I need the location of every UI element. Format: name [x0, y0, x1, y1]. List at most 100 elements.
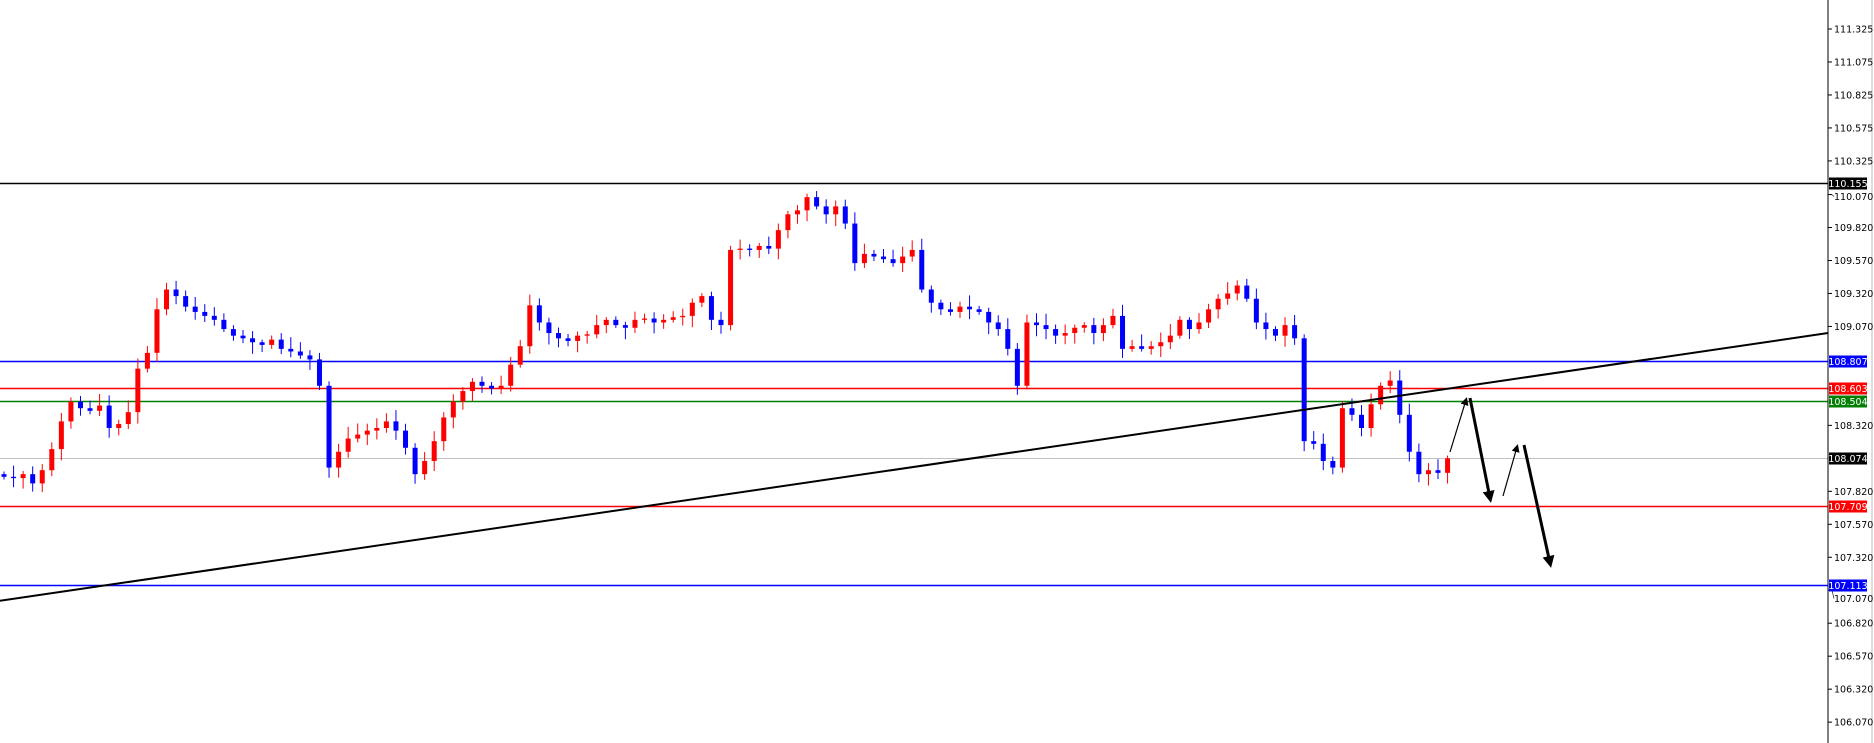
candle — [584, 330, 590, 344]
candle-body — [546, 322, 552, 334]
candle-body — [355, 434, 361, 439]
candle-body — [489, 385, 495, 389]
candle — [546, 317, 552, 345]
price-tag-108.807: 108.807 — [1828, 357, 1867, 368]
candle-body — [441, 417, 447, 442]
candle — [555, 327, 561, 348]
candle-body — [1416, 451, 1422, 475]
candle-body — [1206, 309, 1212, 323]
candle — [1033, 313, 1039, 337]
candle — [967, 295, 973, 320]
price-tag-bg-108.504 — [1829, 395, 1867, 408]
candle-body — [135, 368, 141, 413]
candle-body — [97, 405, 103, 411]
y-tick-label: 109.070 — [1834, 322, 1873, 333]
candle — [766, 236, 772, 255]
forecast-arrow-down-1 — [1468, 397, 1495, 503]
candle — [565, 334, 571, 347]
price-axis[interactable]: 111.325 111.075 110.825 110.575 110.325 110.0… — [1828, 25, 1873, 729]
candle — [1244, 278, 1250, 302]
candle-body — [269, 339, 275, 345]
candle-body — [967, 306, 973, 310]
candle — [575, 331, 581, 353]
candle — [1014, 343, 1020, 395]
price-tag-bg-107.113 — [1829, 579, 1867, 592]
candle — [1177, 316, 1183, 339]
candle — [823, 199, 829, 224]
candle-body — [1359, 414, 1365, 428]
candle — [307, 350, 313, 370]
candle — [699, 293, 705, 308]
candle — [804, 193, 810, 222]
candle-body — [58, 421, 64, 450]
candle — [441, 412, 447, 451]
candle-body — [785, 214, 791, 231]
candle — [422, 451, 428, 480]
candle-body — [1282, 325, 1288, 336]
candle — [192, 296, 198, 320]
candle — [1158, 332, 1164, 358]
candle — [1301, 334, 1307, 452]
candle — [116, 419, 122, 436]
candle-body — [794, 210, 800, 215]
candle — [986, 307, 992, 335]
candle — [221, 313, 227, 332]
candle-body — [1397, 380, 1403, 415]
candle — [144, 346, 150, 373]
candle — [1215, 294, 1221, 319]
candle-body — [603, 319, 609, 326]
candle — [794, 205, 800, 224]
candle — [1359, 405, 1365, 437]
candle — [479, 376, 485, 393]
trendline[interactable] — [0, 332, 1829, 602]
candle — [412, 443, 418, 484]
price-tag-107.113: 107.113 — [1828, 581, 1867, 592]
candle-body — [450, 401, 456, 418]
price-tag-108.074: 108.074 — [1828, 454, 1867, 465]
candle — [680, 308, 686, 326]
candle-body — [1349, 408, 1355, 415]
candle-body — [1320, 443, 1326, 461]
candle-body — [68, 401, 74, 422]
y-tick-label: 109.320 — [1834, 289, 1873, 300]
candle — [527, 294, 533, 354]
candle — [947, 302, 953, 316]
candle — [651, 312, 657, 334]
candle — [336, 443, 342, 478]
price-tag-107.709: 107.709 — [1828, 502, 1867, 513]
candle-body — [1339, 408, 1345, 468]
candle-body — [1014, 348, 1020, 386]
candle — [756, 242, 762, 258]
candle — [364, 423, 370, 446]
candle-body — [460, 391, 466, 402]
candle — [164, 282, 170, 316]
candle-body — [1091, 325, 1097, 334]
candle — [403, 423, 409, 455]
candle — [1081, 322, 1087, 333]
candle-body — [594, 325, 600, 335]
candle-body — [1148, 346, 1154, 349]
candle-body — [928, 289, 934, 303]
candle-body — [1186, 319, 1192, 330]
candle — [489, 382, 495, 395]
candle-body — [1033, 322, 1039, 326]
candle — [1263, 312, 1269, 340]
candle — [737, 239, 743, 260]
candle-body — [642, 318, 648, 320]
candle — [747, 244, 753, 257]
y-tick-label: 106.570 — [1834, 652, 1873, 663]
candle — [603, 317, 609, 334]
candle-body — [536, 305, 542, 323]
candle-body — [651, 318, 657, 323]
candle — [326, 381, 332, 478]
horizontal-levels — [0, 182, 1828, 587]
candle-body — [622, 325, 628, 328]
candle-body — [976, 309, 982, 312]
candle-body — [890, 259, 896, 264]
candle — [661, 314, 667, 329]
candle-body — [240, 335, 246, 339]
candle — [1292, 314, 1298, 345]
candle-body — [1253, 298, 1259, 323]
candle-body — [1406, 414, 1412, 452]
